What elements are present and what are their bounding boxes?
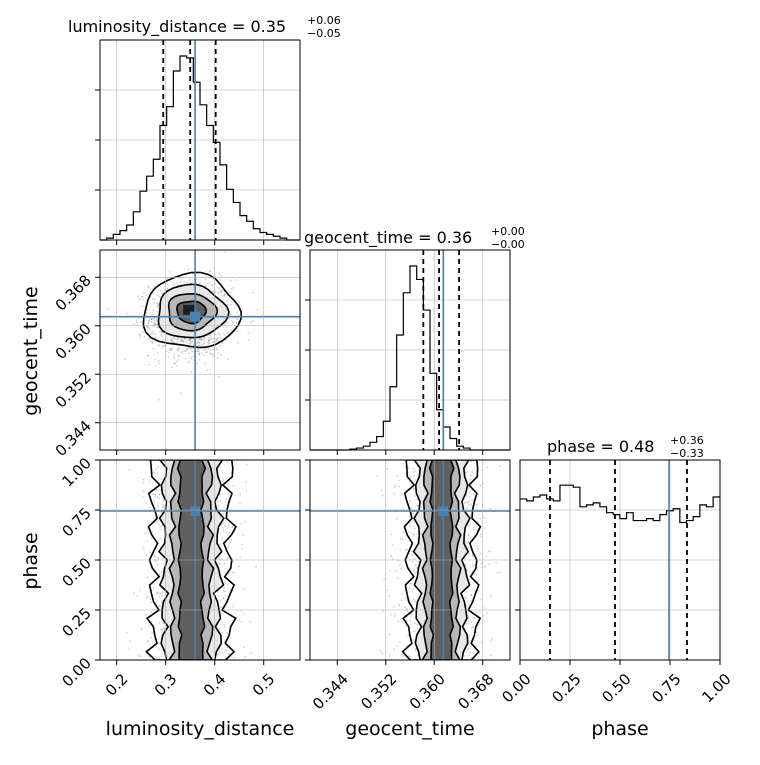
pair-luminosity-distance-vs-phase-frame <box>99 459 301 661</box>
pair-geocent-time-vs-phase-contour-0 <box>401 460 482 660</box>
pair-luminosity-distance-vs-geocent-time-truth-marker <box>190 311 201 322</box>
pair-luminosity-distance-vs-geocent-time-frame <box>99 249 301 451</box>
pair-luminosity-distance-vs-geocent-time-peak-cell <box>183 304 196 315</box>
hist-phase-frame <box>519 459 721 661</box>
hist-geocent-time <box>305 249 511 455</box>
pair-luminosity-distance-vs-phase-truth-marker <box>190 506 201 516</box>
hist-geocent-time-frame <box>309 249 511 451</box>
hist-luminosity-distance <box>95 39 301 245</box>
hist-phase-step <box>520 484 720 524</box>
xlabel-luminosity-distance: luminosity_distance <box>106 718 295 740</box>
ylabel-geocent-time: geocent_time <box>20 286 42 415</box>
hist-luminosity-distance-frame <box>99 39 301 241</box>
pair-geocent-time-vs-phase-frame <box>309 459 511 661</box>
title-phase: phase = 0.48 +0.36 −0.33 <box>547 429 709 460</box>
pair-luminosity-distance-vs-geocent-time-inner <box>100 250 300 450</box>
hist-geocent-time-step <box>310 265 510 451</box>
ylabel-phase: phase <box>20 532 42 589</box>
title-luminosity-distance: luminosity_distance = 0.35 +0.06 −0.05 <box>68 9 346 40</box>
pair-luminosity-distance-vs-phase: 0.2 0.3 0.4 0.50.000.250.500.751.00 <box>58 454 301 700</box>
xlabel-geocent-time: geocent_time <box>345 718 474 740</box>
title-geocent-time: geocent_time = 0.36 +0.00 −0.00 <box>304 220 530 251</box>
xlabel-phase: phase <box>591 718 648 740</box>
hist-luminosity-distance-step <box>100 55 300 241</box>
pair-geocent-time-vs-phase-truth-marker <box>438 506 449 516</box>
pair-luminosity-distance-vs-geocent-time-bg <box>100 250 300 450</box>
pair-luminosity-distance-vs-geocent-time-contour-0 <box>142 271 242 349</box>
hist-phase: 0.00 0.25 0.50 0.75 1.00 <box>498 459 735 706</box>
pair-luminosity-distance-vs-phase-contour-0 <box>145 460 238 660</box>
